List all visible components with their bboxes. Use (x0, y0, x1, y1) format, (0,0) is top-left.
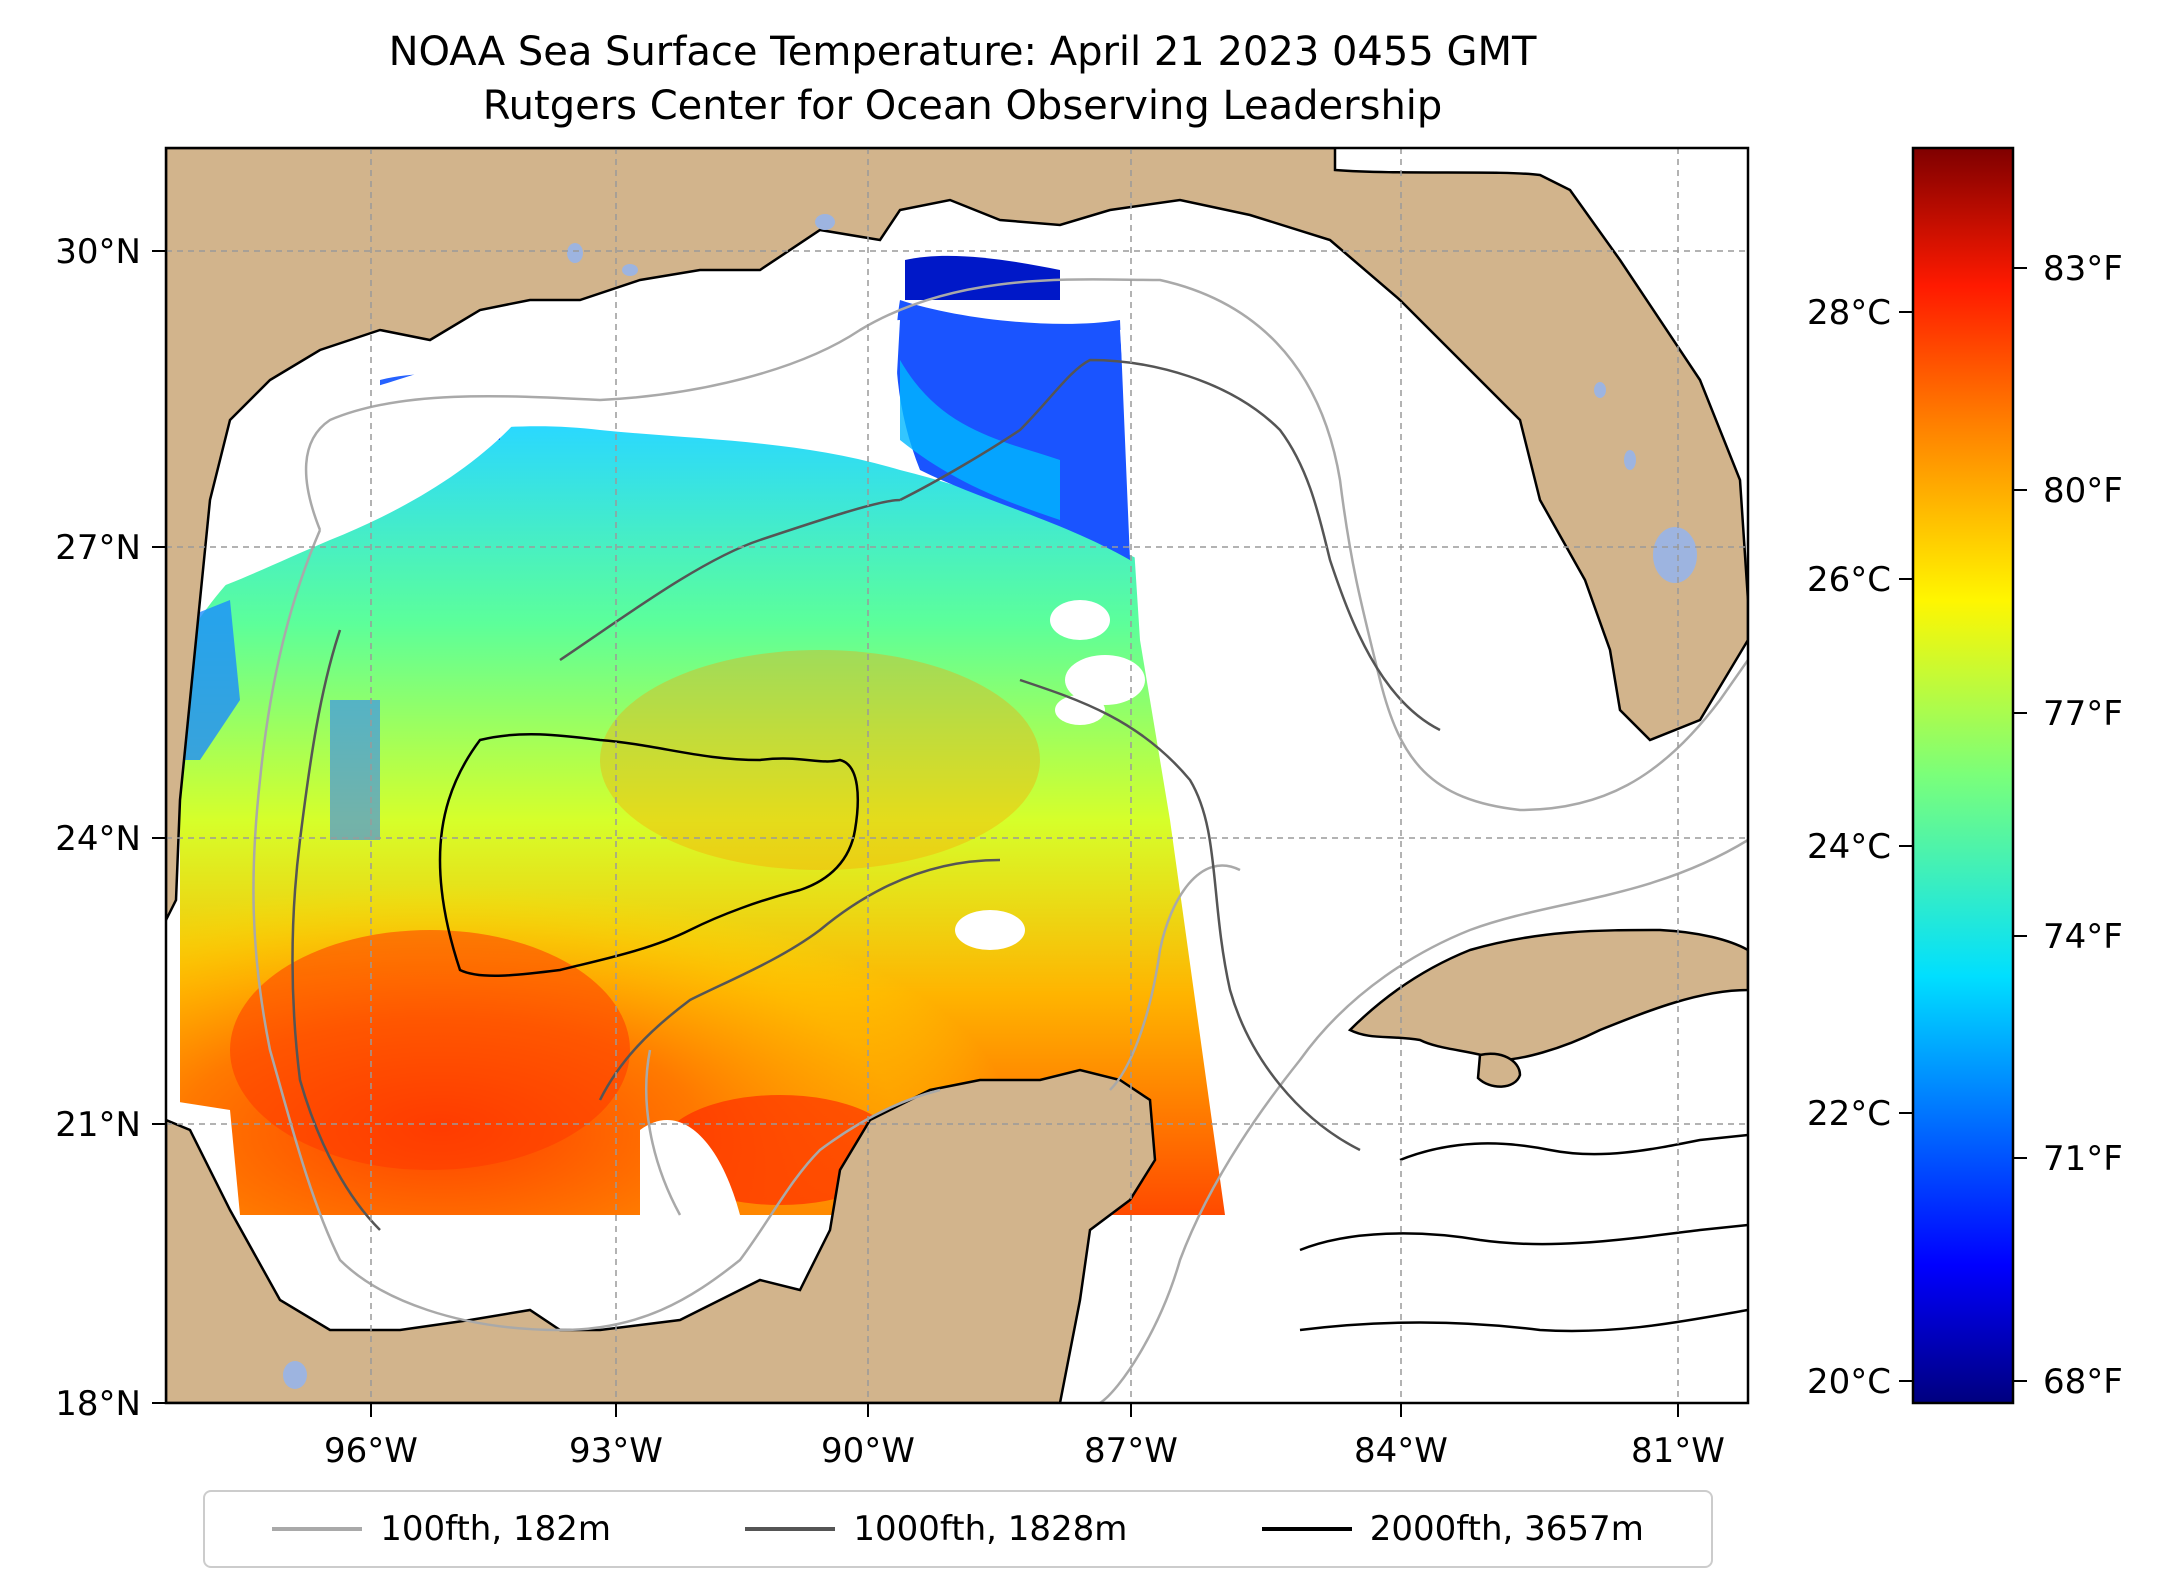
legend-label: 1000fth, 1828m (853, 1509, 1128, 1549)
lat-tick-label: 18°N (55, 1384, 141, 1424)
lat-axis: 30°N 27°N 24°N 21°N 18°N (55, 232, 166, 1424)
map-panel (166, 148, 1748, 1403)
legend-label: 2000fth, 3657m (1369, 1509, 1644, 1549)
colorbar-fahrenheit-label: 83°F (2043, 249, 2123, 289)
legend-entry-2000fth: 2000fth, 3657m (1261, 1509, 1644, 1549)
lon-tick-label: 96°W (324, 1431, 418, 1471)
lat-tick-label: 21°N (55, 1105, 141, 1145)
lon-tick-label: 81°W (1631, 1431, 1725, 1471)
contour-legend: 100fth, 182m 1000fth, 1828m 2000fth, 365… (203, 1490, 1713, 1568)
colorbar-fahrenheit-label: 71°F (2043, 1139, 2123, 1179)
legend-label: 100fth, 182m (380, 1509, 611, 1549)
map-subtitle: Rutgers Center for Ocean Observing Leade… (482, 83, 1443, 129)
colorbar-celsius-label: 22°C (1807, 1094, 1891, 1134)
contour-1000fth (291, 358, 1441, 1231)
lon-tick-label: 87°W (1084, 1431, 1178, 1471)
landmass (166, 148, 1748, 1403)
gridlines (166, 148, 1748, 1403)
colorbar-celsius-label: 26°C (1807, 560, 1891, 600)
colorbar-celsius-label: 28°C (1807, 293, 1891, 333)
colorbar-fahrenheit-label: 80°F (2043, 471, 2123, 511)
lon-tick-label: 90°W (821, 1431, 915, 1471)
colorbar-celsius-label: 24°C (1807, 827, 1891, 867)
colorbar-fahrenheit-label: 77°F (2043, 694, 2123, 734)
contour-2000fth (438, 732, 1748, 1333)
lakes (283, 214, 1697, 1389)
legend-entry-100fth: 100fth, 182m (272, 1509, 611, 1549)
bathymetry-contours (252, 278, 1748, 1403)
map-title: NOAA Sea Surface Temperature: April 21 2… (388, 29, 1537, 75)
legend-line-light-gray (272, 1527, 363, 1531)
colorbar-fahrenheit-label: 74°F (2043, 917, 2123, 957)
colorbar-gradient (1911, 146, 2015, 1405)
legend-line-black (1261, 1527, 1352, 1531)
lat-tick-label: 24°N (55, 819, 141, 859)
colorbar-celsius-label: 20°C (1807, 1362, 1891, 1402)
map-frame (164, 146, 1750, 1405)
colorbar: 28°C 26°C 24°C 22°C 20°C 83°F 80°F 77°F … (1807, 146, 2123, 1405)
lon-tick-label: 93°W (569, 1431, 663, 1471)
lon-axis: 96°W 93°W 90°W 87°W 84°W 81°W (324, 1403, 1725, 1471)
legend-entry-1000fth: 1000fth, 1828m (745, 1509, 1127, 1549)
colorbar-fahrenheit-label: 68°F (2043, 1362, 2123, 1402)
legend-line-dark-gray (745, 1527, 836, 1531)
lon-tick-label: 84°W (1354, 1431, 1448, 1471)
contour-100fth (252, 278, 1748, 1403)
lat-tick-label: 30°N (55, 232, 141, 272)
lat-tick-label: 27°N (55, 528, 141, 568)
